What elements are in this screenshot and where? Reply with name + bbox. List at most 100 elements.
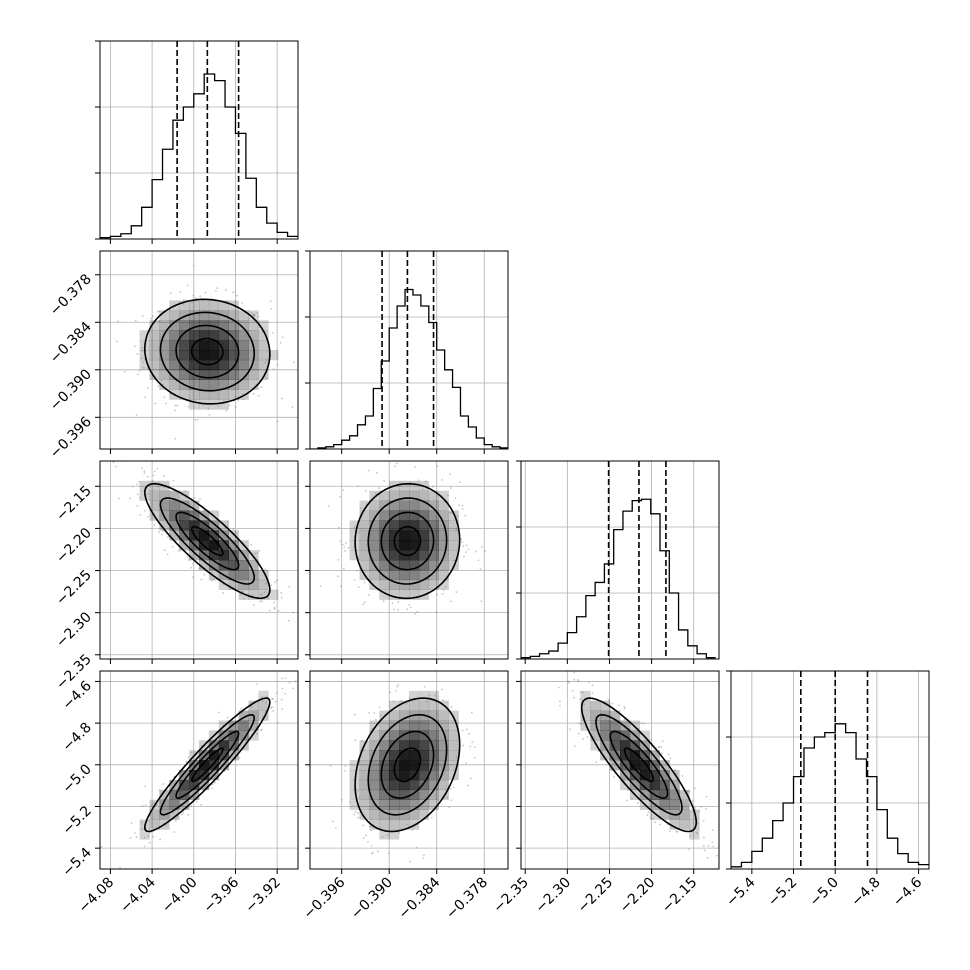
density-cell-3-0-8-8 [179,779,190,791]
contour-1-0-1 [175,324,240,379]
scatter-point-1-0-79 [272,368,275,371]
density-cell-3-0-5-5 [149,809,160,820]
scatter-point-3-1-353 [379,714,382,717]
xtick-label-1-3: −0.378 [443,875,491,923]
scatter-point-3-2-259 [591,692,594,695]
density-cell-3-2-9-13 [610,730,621,741]
scatter-point-1-0-428 [253,315,256,318]
scatter-point-3-0-447 [185,760,188,763]
scatter-point-2-0-266 [176,492,179,495]
scatter-point-2-1-274 [409,606,412,609]
density-cell-3-1-4-7 [349,789,360,800]
scatter-point-3-0-73 [260,728,263,731]
scatter-point-2-1-83 [339,540,342,543]
scatter-point-1-0-53 [141,315,144,318]
scatter-point-3-2-107 [591,684,594,687]
density-cell-3-1-6-13 [369,730,380,741]
scatter-point-3-0-272 [270,707,273,709]
scatter-point-3-0-453 [181,813,183,816]
scatter-point-2-0-544 [171,545,174,548]
xtick-label-1-0: −0.396 [301,874,349,922]
scatter-point-2-1-374 [338,495,341,498]
density-cell-3-2-6-17 [580,690,591,701]
scatter-point-1-0-531 [280,397,283,400]
scatter-point-3-2-520 [654,821,657,824]
scatter-point-1-0-357 [142,349,145,352]
scatter-point-2-0-182 [240,593,242,596]
scatter-point-3-1-184 [471,741,474,744]
density-cell-3-2-16-7 [679,789,690,800]
contour-3-0-1 [175,730,240,799]
scatter-point-3-1-145 [461,729,464,732]
scatter-point-3-2-20 [583,703,585,706]
density-cell-3-1-7-6 [379,799,390,810]
density-cell-3-1-14-14 [448,720,459,731]
scatter-point-3-0-394 [260,729,262,732]
density-cell-3-0-13-13 [228,730,239,741]
panel-content-2-0 [100,461,298,659]
density-cell-1-0-8-5 [179,389,190,400]
scatter-point-3-2-206 [660,752,663,755]
density-cell-3-1-7-9 [379,770,390,781]
ytick-label-1-2: −0.384 [47,319,95,367]
panel-3-2: −2.35 −2.30 −2.25 −2.20 −2.15 [490,670,720,916]
scatter-point-2-1-345 [355,569,358,572]
density-cell-2-1-13-15 [438,500,449,511]
panel-3-0: −4.08 −4.04 −4.00 −3.96 −3.92 −5.4 −5.2 −5.0 −4.… [59,670,299,916]
density-cell-2-1-12-14 [428,510,439,521]
density-cell-2-0-11-8 [208,569,220,581]
scatter-point-3-2-63 [705,795,708,798]
density-cell-2-0-6-15 [159,500,170,511]
density-cell-1-0-14-12 [238,320,249,331]
scatter-point-2-0-368 [210,571,213,574]
scatter-point-2-0-495 [198,567,201,570]
density-cell-3-1-5-10 [359,760,370,771]
ytick-label-1-1: −0.390 [47,366,95,414]
scatter-point-2-0-239 [138,480,141,483]
density-cell-3-2-8-14 [600,720,611,731]
scatter-point-3-1-302 [428,694,431,697]
scatter-point-3-1-336 [331,820,334,823]
scatter-point-2-1-107 [449,487,452,489]
scatter-point-2-0-219 [266,596,269,599]
scatter-point-3-2-584 [658,746,661,749]
histogram-1 [310,288,508,449]
density-cell-2-0-11-9 [208,560,220,571]
density-cell-1-0-16-11 [258,330,269,341]
density-cell-3-2-7-15 [590,710,601,721]
density-cell-2-1-7-7 [379,579,390,590]
scatter-point-3-0-224 [147,835,150,837]
scatter-point-3-1-242 [357,812,360,815]
density-cell-3-1-9-10 [399,760,410,771]
scatter-point-2-1-414 [383,480,386,482]
scatter-point-2-0-496 [139,514,142,516]
density-cell-3-2-14-5 [659,809,670,820]
density-cell-3-1-5-9 [359,770,370,781]
density-cell-3-0-12-13 [218,730,229,741]
scatter-point-1-0-204 [150,317,152,320]
scatter-point-2-1-172 [447,494,450,497]
density-cell-3-0-15-13 [248,730,259,741]
density-cell-3-1-7-14 [379,720,390,731]
density-cell-1-0-9-12 [189,320,200,331]
scatter-point-3-0-154 [148,841,151,844]
scatter-point-1-0-571 [269,300,272,303]
scatter-point-1-0-194 [231,291,234,294]
density-cell-2-1-4-13 [349,520,360,531]
scatter-point-3-1-244 [469,745,472,748]
density-cell-3-2-12-9 [639,770,650,781]
density-cell-2-1-7-13 [379,520,390,531]
scatter-point-2-1-559 [362,603,364,606]
scatter-point-2-1-2 [444,585,447,588]
density-cell-1-0-6-10 [159,340,170,351]
scatter-point-1-0-218 [271,331,274,334]
scatter-point-2-1-439 [353,579,356,581]
density-cell-3-1-13-15 [438,710,449,721]
scatter-point-2-0-269 [136,483,139,486]
density-cell-2-1-8-16 [389,490,400,501]
scatter-point-1-0-417 [182,303,184,305]
density-cell-2-0-11-13 [208,520,220,531]
scatter-point-3-0-249 [129,837,132,840]
density-cell-3-1-6-6 [369,799,380,810]
